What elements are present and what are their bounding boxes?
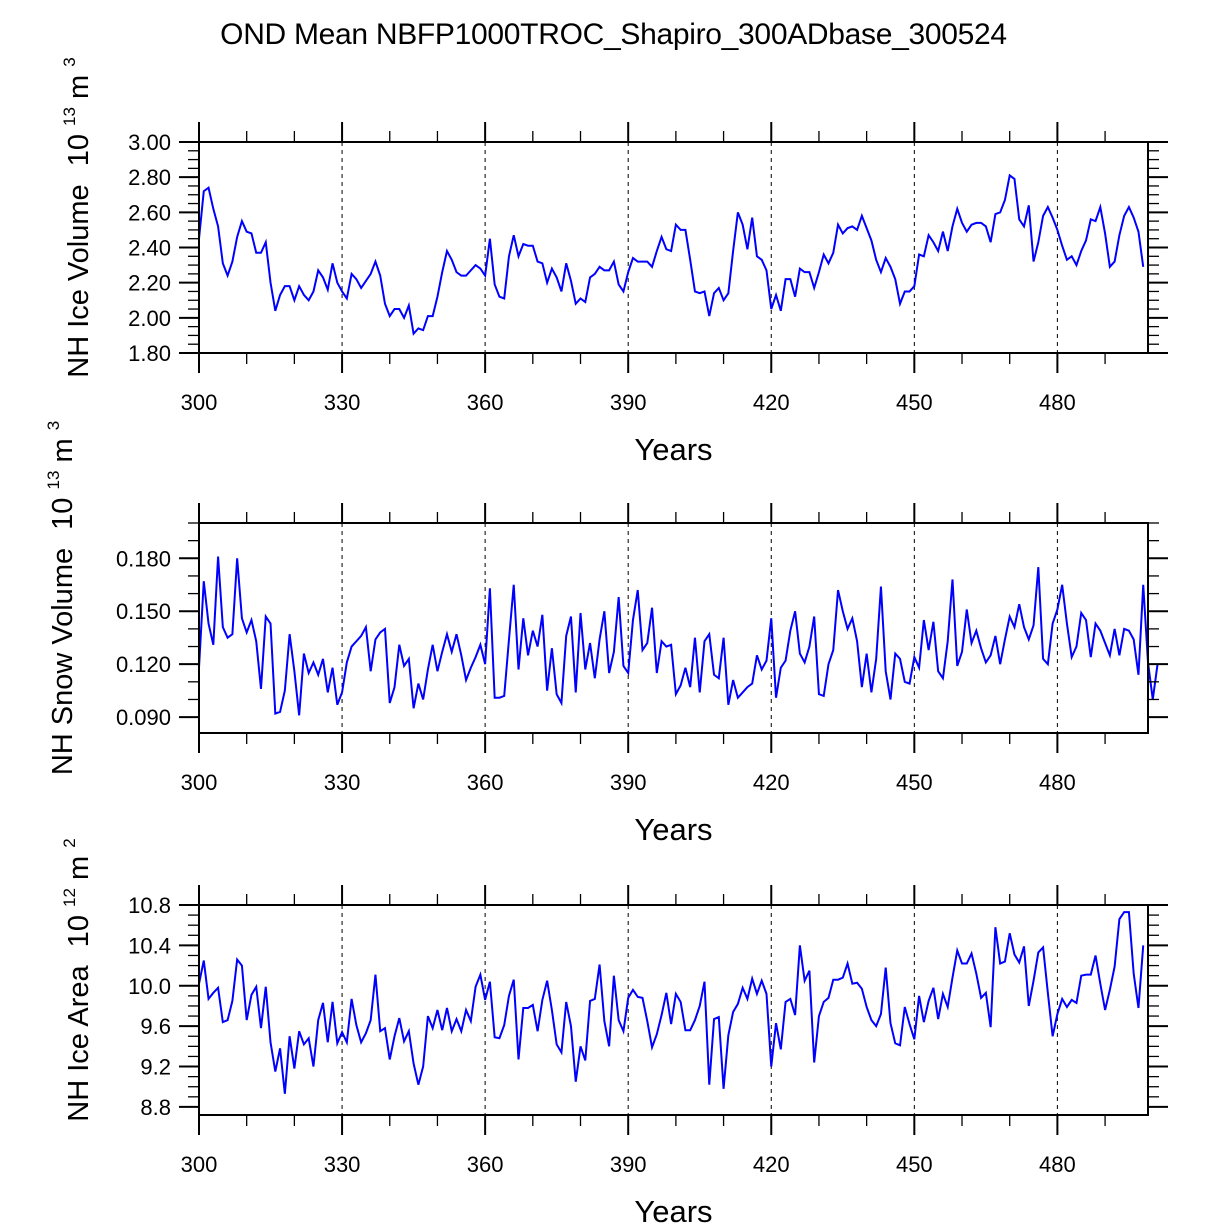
- y-axis-title-main: NH Snow Volume: [47, 548, 79, 775]
- y-tick-label: 2.00: [128, 306, 171, 331]
- y-tick-label: 0.120: [116, 652, 171, 677]
- axis-ticks: [179, 885, 1168, 1135]
- x-tick-label: 450: [896, 770, 933, 795]
- x-tick-label: 390: [610, 770, 647, 795]
- y-tick-label: 2.40: [128, 236, 171, 261]
- series-line-layer: [198, 173, 1145, 336]
- x-axis-title: Years: [634, 432, 712, 467]
- y-tick-label: 9.2: [140, 1055, 171, 1080]
- y-axis-unit-base: 10: [63, 134, 95, 166]
- y-tick-label: 0.090: [116, 705, 171, 730]
- x-axis-title: Years: [634, 812, 712, 847]
- y-axis-unit-exponent: 13: [60, 107, 79, 126]
- y-axis-unit-tail: m: [63, 856, 95, 880]
- x-tick-labels: 300 330 360 390 420 450 480: [181, 390, 1076, 415]
- plot-frame: [198, 141, 1149, 354]
- panel-ice-area: 300 330 360 390 420 450 480 8.8 9.2 9.6 10.0 10.4 1…: [50, 838, 1168, 1229]
- y-axis-title: NH Ice Area 10 12 m 2: [50, 838, 95, 1121]
- y-tick-label: 10.0: [128, 974, 171, 999]
- plot-border: [198, 522, 1149, 734]
- y-tick-label: 0.180: [116, 546, 171, 571]
- x-tick-label: 330: [324, 1152, 361, 1177]
- x-tick-label: 300: [181, 770, 218, 795]
- x-tick-label: 480: [1039, 770, 1076, 795]
- x-tick-label: 450: [896, 1152, 933, 1177]
- y-tick-label: 3.00: [128, 130, 171, 155]
- x-tick-label: 360: [467, 1152, 504, 1177]
- series-line-ice-volume: [198, 173, 1145, 336]
- y-axis-unit-tail: m: [63, 75, 95, 99]
- x-tick-label: 360: [467, 390, 504, 415]
- y-tick-labels: 8.8 9.2 9.6 10.0 10.4 10.8: [128, 893, 171, 1120]
- x-tick-labels: 300 330 360 390 420 450 480: [181, 770, 1076, 795]
- plot-frame: [198, 904, 1149, 1116]
- x-tick-label: 390: [610, 1152, 647, 1177]
- x-grid-lines: [341, 142, 1058, 353]
- x-tick-label: 420: [753, 1152, 790, 1177]
- y-tick-label: 9.6: [140, 1014, 171, 1039]
- panel-snow-volume: 300 330 360 390 420 450 480 0.090 0.120 0.150 0.1…: [34, 421, 1168, 847]
- y-axis-unit-base: 10: [47, 498, 79, 530]
- y-tick-label: 0.150: [116, 599, 171, 624]
- series-line-layer: [198, 911, 1145, 1094]
- x-grid-lines: [341, 523, 1058, 733]
- series-line-snow-volume: [198, 556, 1159, 716]
- plot-border: [198, 904, 1149, 1116]
- y-tick-label: 1.80: [128, 341, 171, 366]
- y-axis-title-main: NH Ice Area: [63, 964, 95, 1121]
- y-axis-unit-tail: m: [47, 438, 79, 462]
- x-tick-label: 420: [753, 390, 790, 415]
- x-tick-label: 450: [896, 390, 933, 415]
- x-tick-label: 480: [1039, 390, 1076, 415]
- y-axis-title: NH Snow Volume 10 13 m 3: [34, 421, 79, 775]
- series-line-layer: [198, 556, 1159, 716]
- y-tick-label: 2.80: [128, 165, 171, 190]
- x-grid-lines: [341, 905, 1058, 1115]
- y-tick-labels: 0.090 0.120 0.150 0.180: [116, 546, 171, 730]
- x-tick-labels: 300 330 360 390 420 450 480: [181, 1152, 1076, 1177]
- y-axis-unit-base: 10: [63, 915, 95, 947]
- x-tick-label: 420: [753, 770, 790, 795]
- y-axis-unit-tail-exponent: 3: [44, 421, 63, 430]
- x-tick-label: 300: [181, 1152, 218, 1177]
- x-axis-title: Years: [634, 1194, 712, 1229]
- plot-border: [198, 141, 1149, 354]
- y-tick-label: 10.8: [128, 893, 171, 918]
- x-tick-label: 300: [181, 390, 218, 415]
- y-axis-unit-tail-exponent: 3: [60, 57, 79, 66]
- x-tick-label: 330: [324, 770, 361, 795]
- series-line-ice-area: [198, 911, 1145, 1094]
- axis-ticks: [179, 122, 1168, 373]
- plot-frame: [198, 522, 1149, 734]
- x-tick-label: 480: [1039, 1152, 1076, 1177]
- x-tick-label: 360: [467, 770, 504, 795]
- panel-ice-volume: 300 330 360 390 420 450 480 1.80 2.00 2.20 2.40 2.…: [50, 57, 1168, 467]
- y-axis-title-main: NH Ice Volume: [63, 184, 95, 377]
- y-axis-unit-exponent: 13: [44, 471, 63, 490]
- x-tick-label: 390: [610, 390, 647, 415]
- y-tick-labels: 1.80 2.00 2.20 2.40 2.60 2.80 3.00: [128, 130, 171, 366]
- y-axis-unit-tail-exponent: 2: [60, 838, 79, 847]
- y-tick-label: 8.8: [140, 1095, 171, 1120]
- figure-title: OND Mean NBFP1000TROC_Shapiro_300ADbase_…: [220, 18, 1007, 51]
- y-axis-unit-exponent: 12: [60, 888, 79, 907]
- y-axis-title: NH Ice Volume 10 13 m 3: [50, 57, 95, 378]
- axis-ticks: [179, 503, 1168, 753]
- y-tick-label: 2.20: [128, 271, 171, 296]
- x-tick-label: 330: [324, 390, 361, 415]
- y-tick-label: 2.60: [128, 200, 171, 225]
- y-tick-label: 10.4: [128, 933, 171, 958]
